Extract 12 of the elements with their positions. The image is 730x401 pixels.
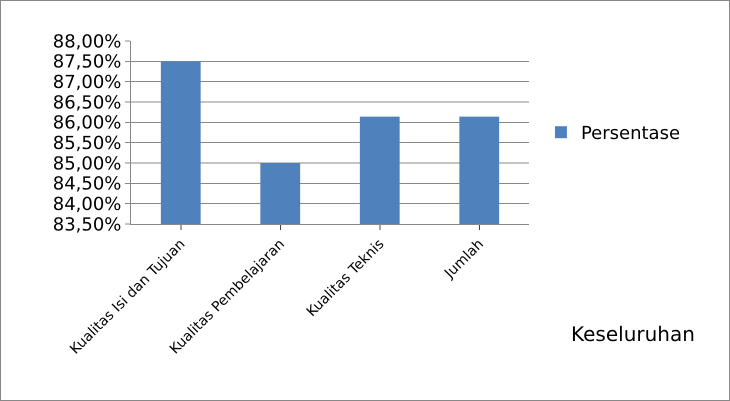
y-tick-label: 86,50% [52,92,122,114]
y-tick-label: 85,50% [52,132,122,154]
y-tick-label: 84,00% [52,194,122,215]
y-tick-label: 87,00% [52,72,122,93]
y-tick-label: 86,00% [52,112,122,134]
x-axis-title: Keseluruhan [571,322,695,346]
y-tick-label: 83,50% [52,214,122,236]
y-tick-label: 88,00% [52,31,122,52]
y-tick-label: 85,00% [52,153,122,174]
y-tick-label: 84,50% [52,174,122,195]
legend-label: Persentase [580,123,680,144]
y-tick-label: 87,50% [52,52,122,73]
